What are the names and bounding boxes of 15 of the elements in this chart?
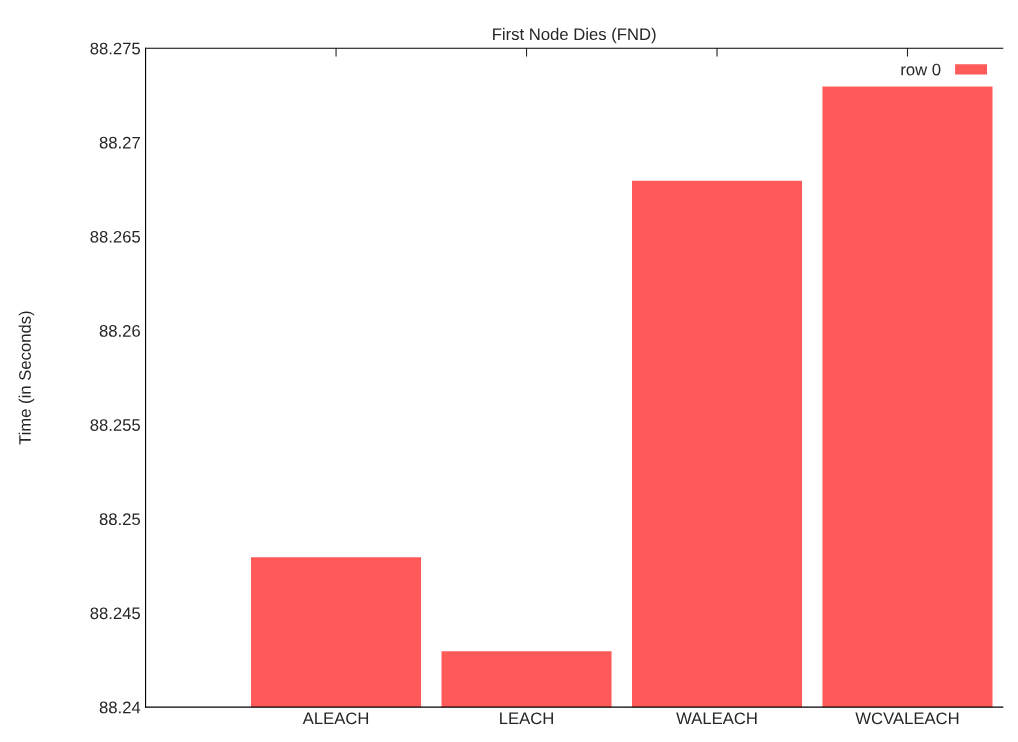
y-tick-label: 88.265 xyxy=(90,230,141,243)
x-tick-label: WALEACH xyxy=(676,712,757,725)
x-tick-label: WCVALEACH xyxy=(855,712,959,725)
y-tick-label: 88.27 xyxy=(99,136,140,149)
y-tick-label: 88.275 xyxy=(90,42,141,55)
legend-label: row 0 xyxy=(901,63,941,76)
x-tick-label: LEACH xyxy=(500,712,553,725)
x-tick-label: ALEACH xyxy=(302,712,369,725)
y-tick-label: 88.24 xyxy=(99,701,141,714)
y-tick-label: 88.245 xyxy=(90,607,141,620)
y-tick-label: 88.255 xyxy=(90,419,141,431)
y-tick-label: 88.26 xyxy=(99,325,140,337)
chart-title: First Node Dies (FND) xyxy=(493,27,656,44)
y-tick-label: 88.25 xyxy=(99,513,141,526)
y-axis-title: Time (in Seconds) xyxy=(18,311,35,445)
